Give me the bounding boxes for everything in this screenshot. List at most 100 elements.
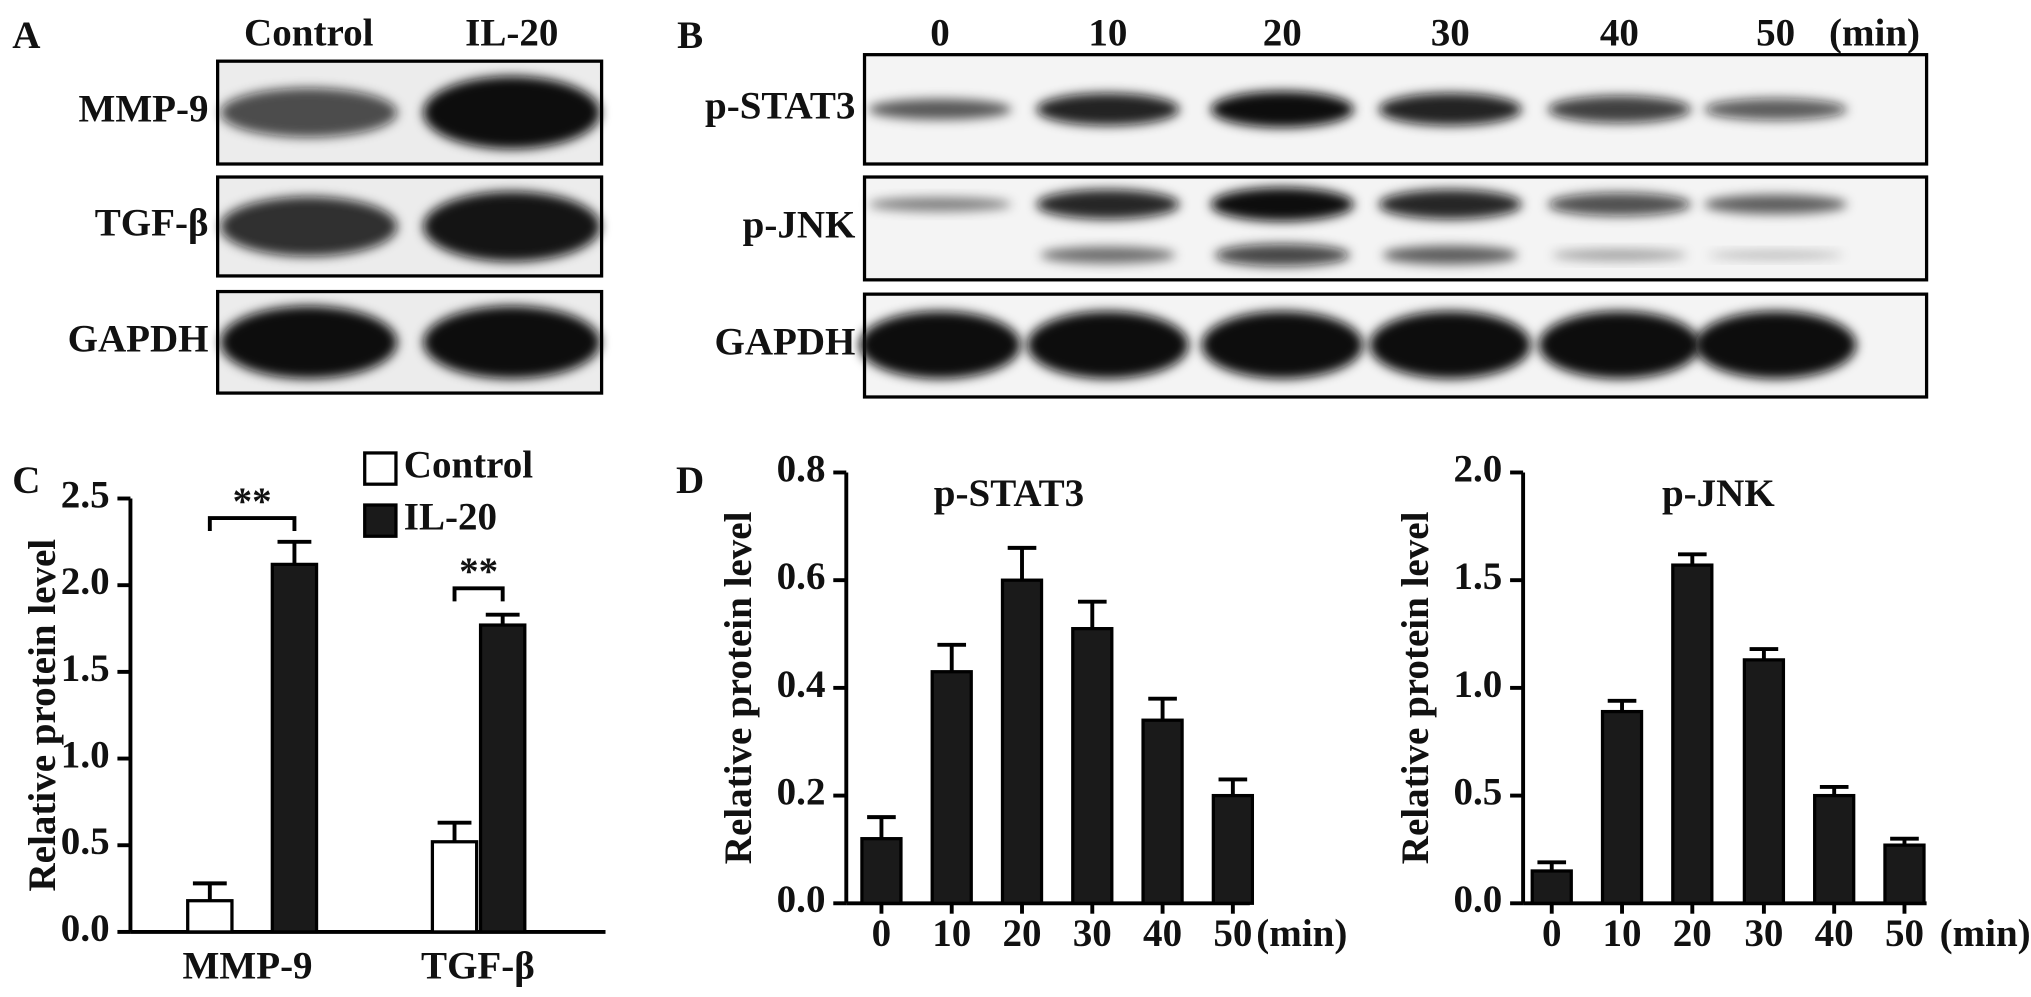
bar: [1600, 709, 1644, 905]
x-tick-label: 40: [1815, 912, 1854, 955]
band: [1036, 93, 1180, 126]
x-tick-label: TGF-β: [421, 945, 535, 988]
bar: [430, 840, 479, 934]
panel-label: A: [12, 14, 40, 57]
y-tick-label: 1.5: [1453, 555, 1502, 598]
band: [868, 98, 1012, 120]
row-label: GAPDH: [714, 321, 855, 364]
band: [1547, 192, 1692, 217]
blot-frame: [862, 175, 1929, 282]
y-axis-label: Relative protein level: [717, 511, 760, 864]
band: [1027, 311, 1189, 379]
bar: [1813, 793, 1856, 905]
y-tick-label: 2.5: [61, 473, 110, 516]
band: [1538, 311, 1701, 379]
x-tick-label: 20: [1002, 912, 1041, 955]
y-tick-label: 0.0: [777, 878, 826, 921]
bracket: [452, 586, 505, 602]
bar: [1742, 658, 1786, 905]
band: [1704, 194, 1848, 215]
lane-label: 40: [1600, 11, 1639, 54]
chart-title: p-JNK: [1662, 472, 1775, 515]
band: [868, 197, 1012, 212]
bar: [930, 670, 973, 905]
band: [1704, 98, 1848, 121]
bar: [1883, 843, 1926, 905]
band: [1694, 311, 1857, 379]
bar: [1211, 793, 1255, 905]
band: [220, 305, 398, 379]
row-label: TGF-β: [95, 201, 209, 244]
chart-title: p-STAT3: [934, 472, 1084, 515]
bar: [1141, 718, 1184, 905]
panel-label: D: [676, 459, 704, 502]
band: [1707, 250, 1844, 260]
lane-label: IL-20: [465, 11, 558, 54]
band: [1551, 249, 1688, 261]
bar: [478, 623, 527, 934]
bar: [1000, 578, 1044, 905]
bar: [860, 837, 903, 905]
bar: [1530, 869, 1573, 905]
y-axis-label: Relative protein level: [21, 539, 64, 892]
x-tick-label: 10: [932, 912, 971, 955]
legend-label: Control: [404, 444, 534, 487]
significance: **: [233, 480, 272, 523]
bar: [1671, 563, 1714, 905]
band: [1214, 243, 1351, 267]
lane-label: 0: [930, 11, 950, 54]
x-tick-label: 50: [1885, 912, 1924, 955]
panel-label: B: [677, 14, 703, 57]
y-axis-label: Relative protein level: [1394, 511, 1437, 864]
x-tick-label: 40: [1143, 912, 1182, 955]
lane-unit: (min): [1829, 11, 1920, 54]
y-tick-label: 0.0: [1453, 878, 1502, 921]
x-tick-label: 0: [1542, 912, 1562, 955]
band: [1369, 311, 1531, 379]
y-tick-label: 0.5: [1453, 771, 1502, 814]
x-tick-label: 30: [1073, 912, 1112, 955]
significance: **: [459, 550, 498, 593]
band: [220, 87, 398, 138]
band: [1210, 187, 1354, 222]
y-tick-label: 2.0: [61, 560, 110, 603]
band: [1378, 93, 1522, 126]
legend-label: IL-20: [404, 496, 497, 539]
band: [423, 76, 601, 150]
x-unit: (min): [1940, 912, 2031, 955]
lane-label: Control: [244, 11, 374, 54]
x-tick-label: 30: [1744, 912, 1783, 955]
band: [220, 196, 398, 257]
band: [1201, 311, 1364, 379]
band: [1378, 189, 1522, 220]
row-label: p-STAT3: [705, 84, 855, 127]
y-tick-label: 2.0: [1453, 447, 1502, 490]
lane-label: 30: [1431, 11, 1470, 54]
band: [1036, 189, 1180, 220]
x-unit: (min): [1256, 912, 1347, 955]
band: [1547, 95, 1692, 123]
y-tick-label: 1.5: [61, 647, 110, 690]
x-tick-label: MMP-9: [183, 945, 313, 988]
x-tick-label: 20: [1673, 912, 1712, 955]
band: [423, 305, 601, 379]
lane-label: 10: [1088, 11, 1127, 54]
panel-label: C: [12, 459, 40, 502]
row-label: p-JNK: [743, 203, 856, 246]
x-tick-label: 50: [1213, 912, 1252, 955]
band: [1210, 91, 1354, 128]
band: [859, 311, 1021, 379]
row-label: MMP-9: [78, 88, 208, 131]
y-tick-label: 1.0: [61, 734, 110, 777]
lane-label: 20: [1263, 11, 1302, 54]
y-tick-label: 0.2: [777, 771, 826, 814]
bar: [270, 562, 319, 934]
row-label: GAPDH: [68, 317, 209, 360]
y-tick-label: 1.0: [1453, 663, 1502, 706]
lane-label: 50: [1756, 11, 1795, 54]
band: [1040, 246, 1176, 264]
y-tick-label: 0.6: [777, 555, 826, 598]
y-tick-label: 0.8: [777, 447, 826, 490]
bar: [1071, 627, 1114, 905]
